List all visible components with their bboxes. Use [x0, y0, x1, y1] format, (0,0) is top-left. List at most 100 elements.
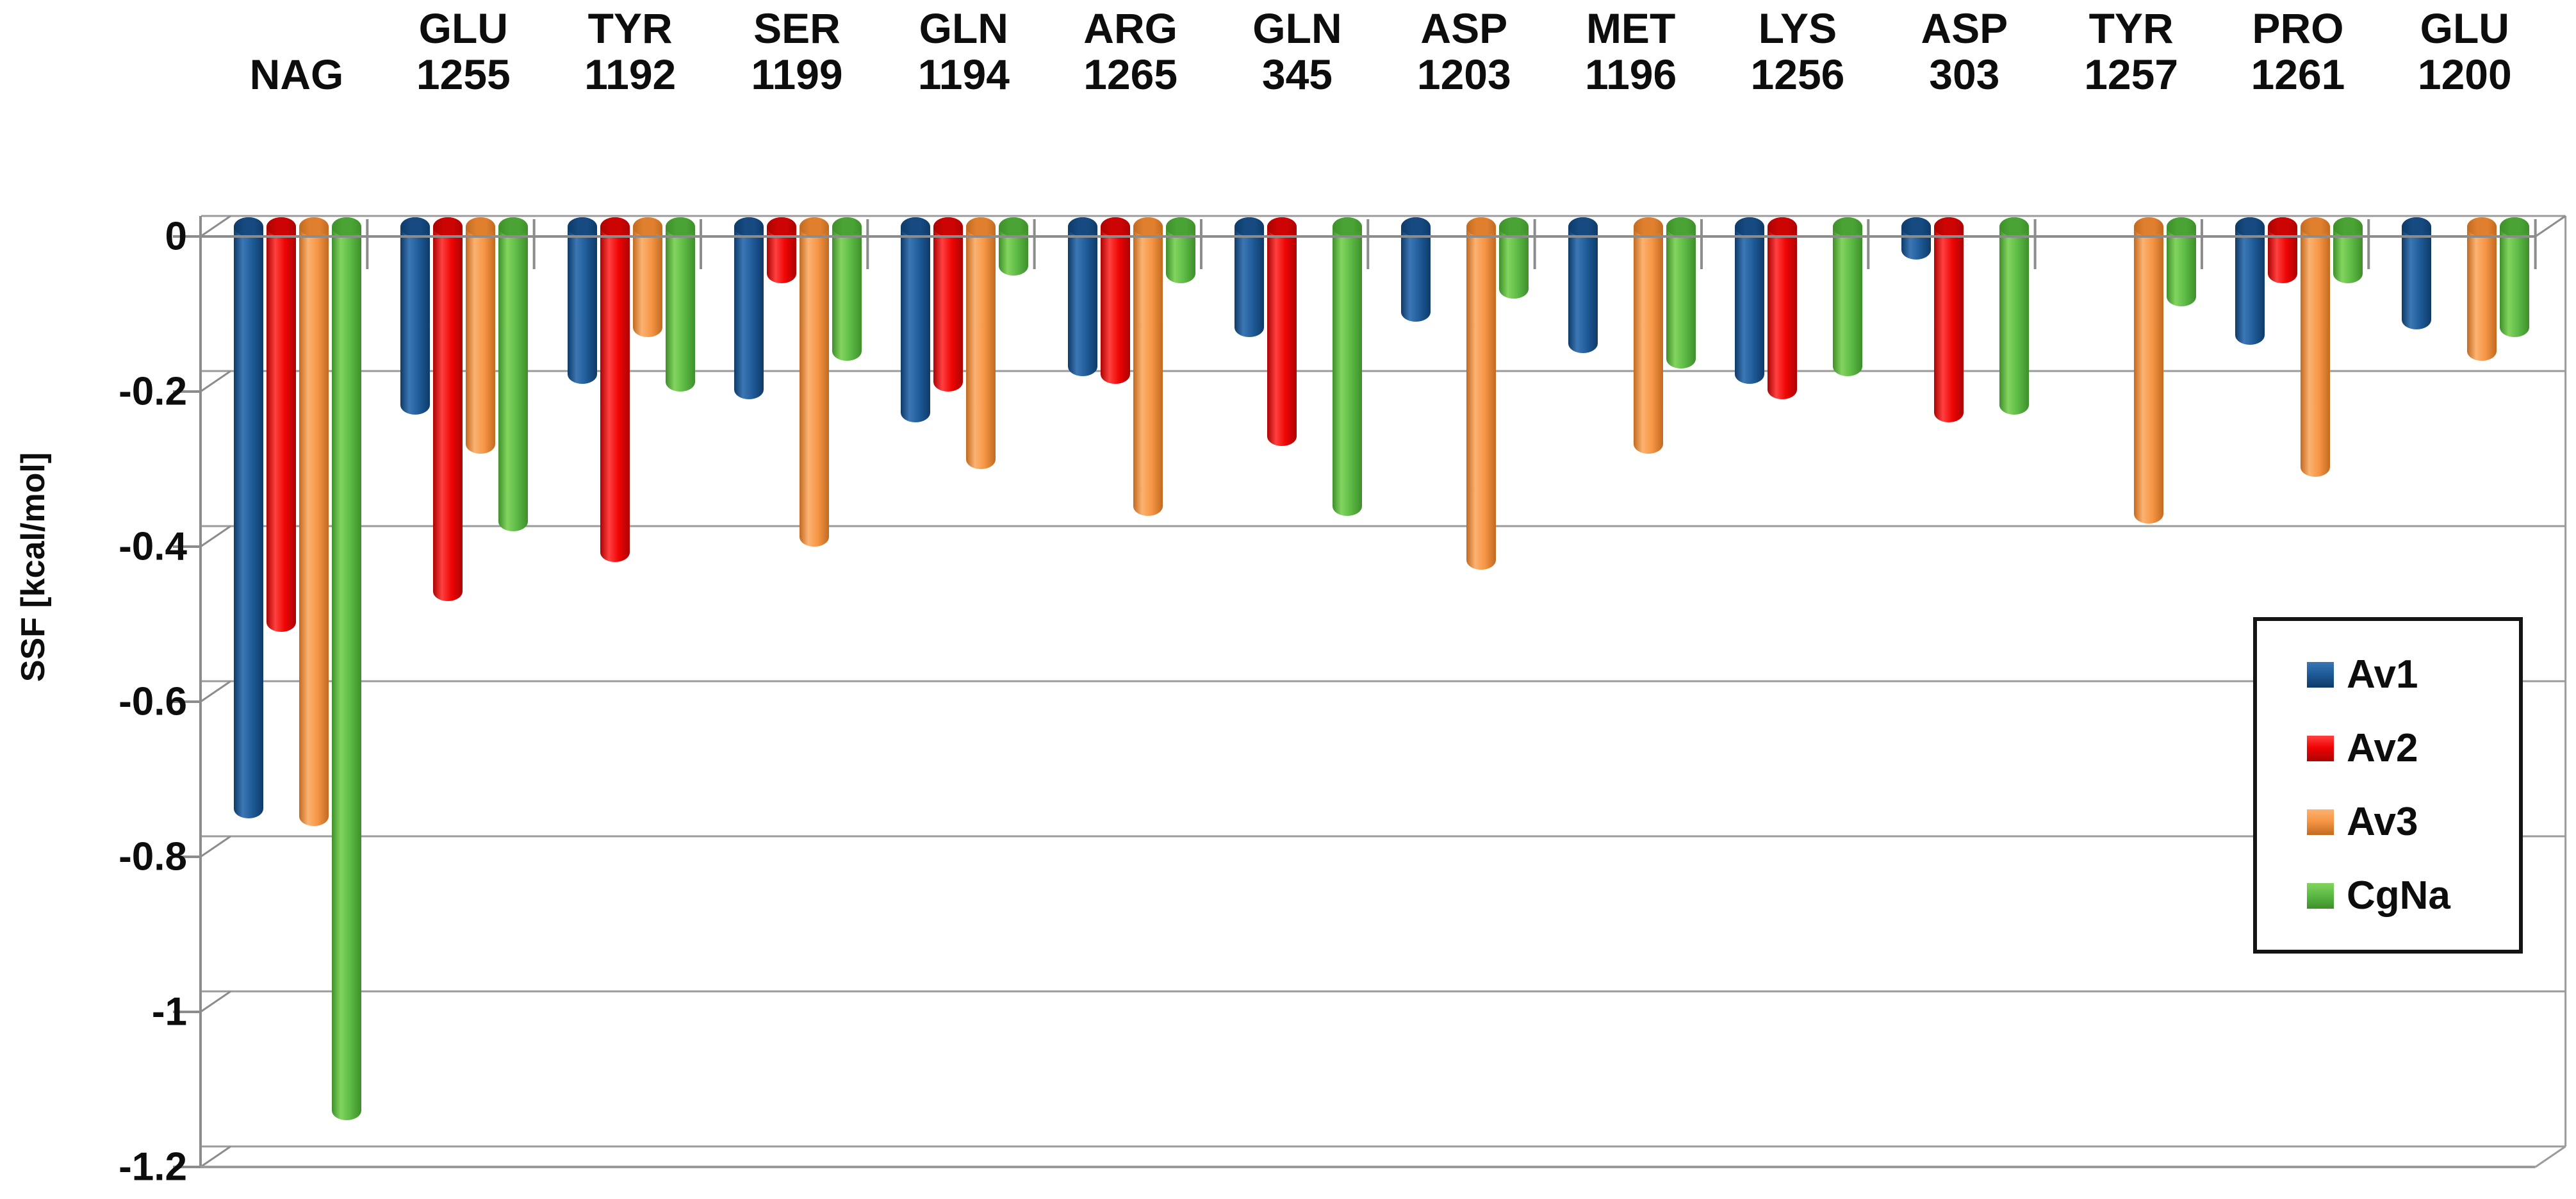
y-tick-label: -1: [151, 989, 187, 1034]
category-label-line1: GLN: [919, 4, 1008, 52]
bar-Av2-NAG: [267, 217, 296, 633]
bar-Av3-GLU-1200: [2467, 217, 2497, 361]
legend-item-Av2: Av2: [2307, 729, 2519, 768]
y-tick-label: 0: [165, 214, 187, 259]
category-label-line2: 1257: [2084, 51, 2179, 98]
bar-top-cap: [1267, 217, 1297, 236]
bar-Av3-GLU-1255: [466, 217, 496, 454]
depth-connector: [200, 990, 231, 1013]
bar-Av1-SER-1199: [734, 217, 764, 400]
bar-top-cap: [966, 217, 996, 236]
category-label-line1: TYR: [587, 4, 673, 52]
bar-Av3-TYR-1192: [632, 217, 662, 338]
bar-top-cap: [1165, 217, 1195, 236]
bar-top-cap: [1234, 217, 1264, 236]
bar-Av2-PRO-1261: [2267, 217, 2297, 283]
category-label-line2: 1200: [2417, 51, 2512, 98]
bar-CgNa-SER-1199: [832, 217, 862, 361]
bar-top-cap: [2300, 217, 2330, 236]
bar-Av2-LYS-1256: [1767, 217, 1797, 400]
category-label-SER-1199: SER 1199: [751, 5, 842, 97]
category-label-PRO-1261: PRO 1261: [2251, 5, 2345, 97]
category-label-GLN-345: GLN 345: [1252, 5, 1341, 97]
category-label-line1: [250, 5, 344, 51]
bar-top-cap: [2267, 217, 2297, 236]
depth-connector: [200, 1145, 231, 1168]
legend-item-CgNa: CgNa: [2307, 876, 2519, 916]
category-label-line2: 1199: [751, 51, 843, 98]
legend-item-Av3: Av3: [2307, 802, 2519, 842]
bar-Av1-GLN-1194: [901, 217, 931, 423]
bar-top-cap: [1934, 217, 1964, 236]
category-label-TYR-1192: TYR 1192: [584, 5, 676, 97]
bar-top-cap: [1401, 217, 1431, 236]
bar-top-cap: [1832, 217, 1862, 236]
category-label-line2: 1192: [584, 51, 677, 98]
y-tick-label: -0.8: [119, 834, 187, 879]
bar-top-cap: [799, 217, 829, 236]
category-label-ARG-1265: ARG 1265: [1083, 5, 1177, 97]
category-label-GLU-1255: GLU 1255: [416, 5, 511, 97]
bar-top-cap: [2333, 217, 2363, 236]
bar-top-cap: [734, 217, 764, 236]
bar-Av1-TYR-1192: [567, 217, 597, 384]
bar-top-cap: [933, 217, 964, 236]
category-label-line2: 1194: [917, 51, 1010, 98]
bar-CgNa-NAG: [332, 217, 361, 1121]
legend-box: Av1 Av2 Av3 CgNa: [2253, 617, 2523, 954]
bar-Av3-TYR-1257: [2133, 217, 2163, 524]
bar-top-cap: [1633, 217, 1663, 236]
bar-top-cap: [832, 217, 862, 236]
bar-CgNa-PRO-1261: [2333, 217, 2363, 283]
bar-Av3-ARG-1265: [1133, 217, 1163, 516]
bar-top-cap: [234, 217, 263, 236]
bar-Av3-GLN-1194: [966, 217, 996, 469]
category-label-line2: 1255: [416, 51, 511, 98]
bar-Av3-MET-1196: [1633, 217, 1663, 454]
bar-top-cap: [600, 217, 630, 236]
bar-Av1-GLU-1200: [2402, 217, 2432, 330]
bar-CgNa-ARG-1265: [1165, 217, 1195, 283]
bar-Av1-ASP-303: [1901, 217, 1932, 260]
bar-CgNa-GLU-1255: [498, 217, 529, 531]
bar-Av2-TYR-1192: [600, 217, 630, 563]
bar-Av1-LYS-1256: [1734, 217, 1764, 384]
category-label-ASP-1203: ASP 1203: [1417, 5, 1511, 97]
bar-top-cap: [2133, 217, 2163, 236]
bar-top-cap: [766, 217, 796, 236]
category-label-GLN-1194: GLN 1194: [918, 5, 1010, 97]
category-label-line1: TYR: [2088, 4, 2174, 52]
bar-CgNa-ASP-303: [1999, 217, 2030, 415]
bar-CgNa-TYR-1192: [665, 217, 695, 392]
bar-top-cap: [400, 217, 431, 236]
bar-Av2-SER-1199: [766, 217, 796, 283]
category-label-ASP-303: ASP 303: [1921, 5, 2008, 97]
bar-Av1-PRO-1261: [2235, 217, 2265, 345]
floor-right-edge: [2534, 1145, 2566, 1168]
category-label-line1: ASP: [1420, 4, 1508, 52]
legend-swatch-icon: [2307, 736, 2334, 761]
legend-item-Av1: Av1: [2307, 655, 2519, 695]
bar-top-cap: [1067, 217, 1097, 236]
bar-CgNa-ASP-1203: [1499, 217, 1529, 299]
bar-top-cap: [1767, 217, 1797, 236]
bar-top-cap: [1901, 217, 1932, 236]
bar-top-cap: [999, 217, 1029, 236]
category-label-line2: 1196: [1585, 51, 1677, 98]
category-label-line1: LYS: [1758, 4, 1837, 52]
bar-Av2-ARG-1265: [1100, 217, 1130, 384]
category-label-line1: PRO: [2252, 4, 2344, 52]
category-label-line2: 1256: [1750, 51, 1845, 98]
bar-CgNa-GLN-345: [1332, 217, 1362, 516]
bar-CgNa-GLN-1194: [999, 217, 1029, 276]
category-label-GLU-1200: GLU 1200: [2418, 5, 2512, 97]
category-label-TYR-1257: TYR 1257: [2084, 5, 2178, 97]
bar-top-cap: [1466, 217, 1497, 236]
bar-CgNa-GLU-1200: [2500, 217, 2530, 338]
bar-top-cap: [1666, 217, 1696, 236]
y-tick-label: -0.4: [119, 524, 187, 569]
bar-top-cap: [665, 217, 695, 236]
category-label-line2: 345: [1261, 51, 1333, 98]
bar-top-cap: [2235, 217, 2265, 236]
